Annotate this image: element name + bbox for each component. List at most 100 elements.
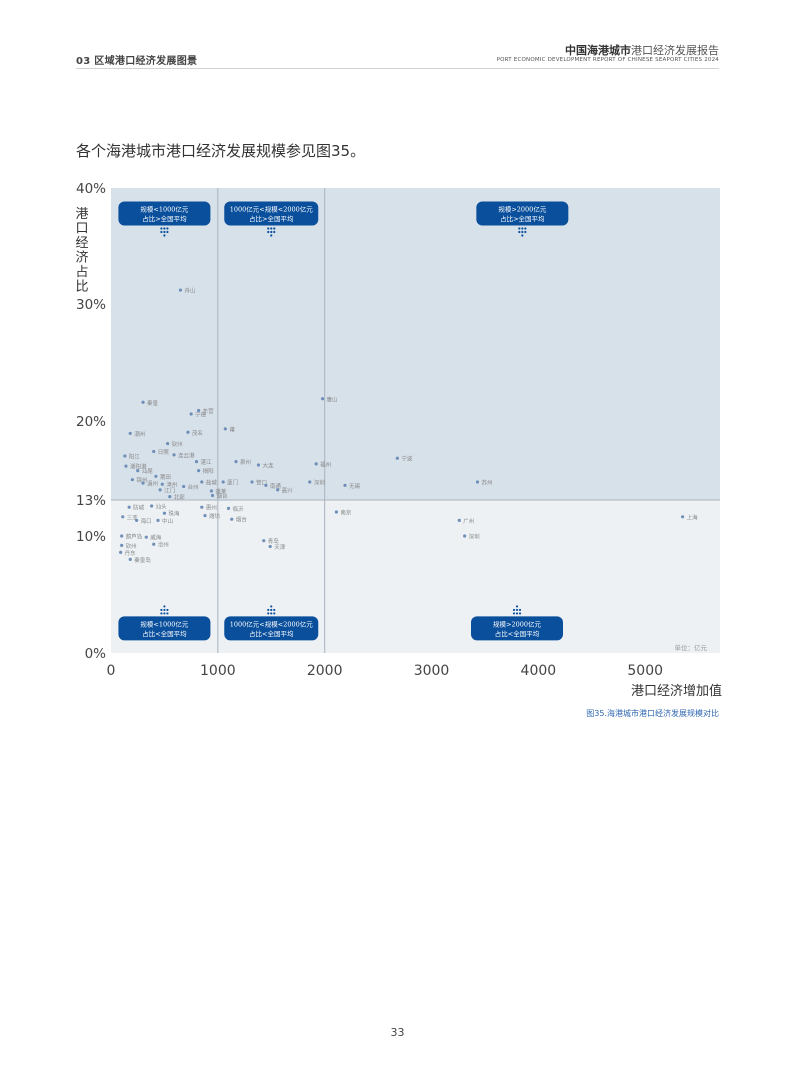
point-label: 舟山 xyxy=(184,287,195,295)
quadrant-arrow-dot xyxy=(270,227,273,230)
data-point xyxy=(166,441,170,446)
data-point xyxy=(128,557,132,562)
quadrant-arrow-dot xyxy=(163,234,166,237)
point-label: 阳江 xyxy=(129,452,141,460)
quadrant-arrow-dot xyxy=(521,234,524,237)
data-point xyxy=(209,489,214,493)
data-point xyxy=(268,544,272,549)
point-label: 南京 xyxy=(340,509,352,517)
point-label: 海口 xyxy=(141,517,152,525)
point-label: 苏州 xyxy=(481,478,492,486)
y-tick-label: 13% xyxy=(76,493,106,509)
point-label: 厦门 xyxy=(227,478,238,486)
data-point xyxy=(162,511,167,515)
quadrant-arrow-dot xyxy=(515,612,519,615)
data-point xyxy=(334,510,339,514)
quadrant-badge-line2: 占比<全国平均 xyxy=(142,629,187,638)
data-point xyxy=(124,464,128,468)
point-label: 莆田 xyxy=(160,473,171,481)
data-point xyxy=(189,412,193,416)
quadrant-badge-line2: 占比>全国平均 xyxy=(142,214,187,223)
point-label: 台州 xyxy=(188,483,199,491)
data-point xyxy=(197,469,201,473)
point-label: 东营 xyxy=(203,407,215,415)
quadrant-arrow-dot xyxy=(270,608,273,612)
data-point xyxy=(463,534,467,538)
quadrant-arrow-dot xyxy=(518,608,522,612)
point-label: 潮州 xyxy=(134,430,145,438)
quadrant-arrow-dot xyxy=(267,230,270,234)
y-axis-label-char: 比 xyxy=(75,280,88,295)
quadrant-arrow-dot xyxy=(166,612,169,615)
quadrant-arrow-dot xyxy=(273,608,276,612)
quadrant-arrow-dot xyxy=(273,227,276,230)
quadrant-badge xyxy=(471,616,563,641)
point-label: 江门 xyxy=(164,486,175,494)
data-point xyxy=(226,506,231,510)
point-label: 宁波 xyxy=(401,455,413,463)
point-label: 葫芦岛 xyxy=(126,533,143,541)
data-point xyxy=(130,478,134,482)
y-axis-label-char: 经 xyxy=(75,236,88,251)
quadrant-arrow-dot xyxy=(512,608,516,612)
data-point xyxy=(141,481,145,485)
data-point xyxy=(200,480,204,484)
data-point xyxy=(127,505,131,509)
x-tick-label: 2000 xyxy=(307,663,343,679)
data-point xyxy=(264,483,268,487)
data-point xyxy=(152,449,156,454)
y-axis-label-char: 占 xyxy=(75,265,88,280)
data-point xyxy=(154,474,158,478)
quadrant-arrow-dot xyxy=(166,230,169,234)
report-title-rest: 港口经济发展报告 xyxy=(631,44,719,57)
data-point xyxy=(314,462,318,466)
point-label: 湄州 xyxy=(147,480,158,488)
quadrant-bg-bottom xyxy=(111,500,720,653)
quadrant-arrow-dot xyxy=(163,230,166,234)
x-tick-label: 5000 xyxy=(627,663,663,679)
data-point xyxy=(221,480,225,484)
x-tick-label: 0 xyxy=(107,663,116,679)
section-title: 03 区域港口经济发展图景 xyxy=(76,56,198,67)
quadrant-badge-line1: 1000亿元<规模<2000亿元 xyxy=(230,619,313,628)
point-label: 中山 xyxy=(162,517,173,525)
quadrant-arrow-dot xyxy=(273,612,276,615)
data-point xyxy=(320,397,325,401)
point-label: 北部 xyxy=(174,493,186,501)
data-point xyxy=(123,454,127,458)
x-tick-label: 1000 xyxy=(200,663,236,679)
point-label: 天津 xyxy=(274,544,286,551)
axes: 0 1000 2000 3000 4000 5000 0% 10% 13% 20% 30% 40% 港口… xyxy=(75,181,722,699)
quadrant-badge-line2: 占比<全国平均 xyxy=(495,629,540,638)
point-label: 唐山 xyxy=(327,395,338,403)
data-point xyxy=(308,480,312,484)
point-label: 威海 xyxy=(150,534,162,542)
quadrant-badge xyxy=(224,616,319,641)
point-label: 宁德 xyxy=(195,410,207,418)
report-title-bold: 中国海港城市 xyxy=(565,44,631,57)
data-point xyxy=(457,518,461,523)
quadrant-arrow-dot xyxy=(160,227,163,230)
point-label: 汕尾 xyxy=(142,467,154,475)
data-point xyxy=(168,495,172,499)
point-label: 钦州 xyxy=(172,440,183,448)
quadrant-arrow-dot xyxy=(518,230,521,234)
quadrant-arrow-dot xyxy=(166,608,169,612)
point-label: 潮阳港 xyxy=(130,463,147,471)
x-axis-label: 港口经济增加值 xyxy=(631,683,722,699)
quadrant-arrow-dot xyxy=(515,608,519,612)
data-point xyxy=(223,427,227,431)
point-label: 湛江 xyxy=(200,459,212,466)
data-point xyxy=(135,518,139,523)
point-label: 丹东 xyxy=(125,549,137,557)
quadrant-badge-line2: 占比<全国平均 xyxy=(249,629,294,638)
quadrant-dividers xyxy=(111,188,720,653)
data-points: 舟山秦皇宁德东营茂名潮州莆钦州日照连云港阳江湛江潮阳港汕尾 揭阳莆田锦州湄州 漳州台… xyxy=(119,287,698,564)
point-label: 茂名 xyxy=(192,429,203,437)
data-point xyxy=(120,543,124,547)
y-tick-label: 10% xyxy=(76,529,106,545)
data-point xyxy=(156,518,160,523)
quadrant-arrow-dot xyxy=(163,612,166,615)
point-label: 漳州 xyxy=(166,481,177,489)
